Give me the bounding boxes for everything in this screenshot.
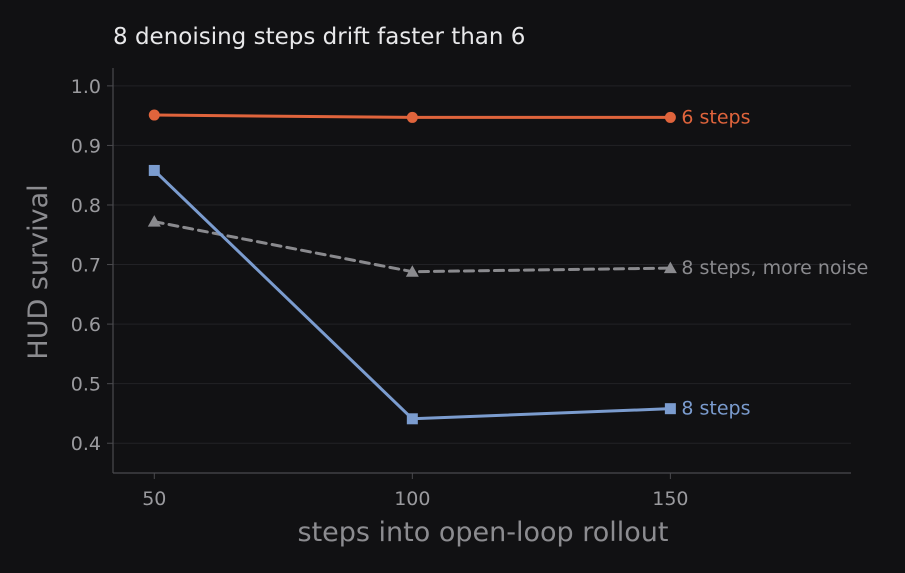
data-point-triangle bbox=[405, 265, 419, 277]
y-tick-label: 0.6 bbox=[71, 314, 101, 336]
data-point-circle bbox=[148, 109, 160, 121]
series-end-label: 8 steps bbox=[681, 398, 750, 420]
y-tick-label: 0.5 bbox=[71, 374, 101, 396]
chart-title: 8 denoising steps drift faster than 6 bbox=[113, 24, 525, 50]
series-end-label: 8 steps, more noise bbox=[681, 257, 868, 279]
axes bbox=[107, 68, 851, 479]
x-tick-label: 100 bbox=[394, 488, 430, 510]
tick-labels: 0.4 0.5 0.6 0.7 0.8 0.9 1.0 50 100 150 bbox=[71, 76, 689, 510]
data-point-triangle bbox=[147, 215, 161, 227]
y-tick-label: 0.4 bbox=[71, 433, 101, 455]
series-group: 6 steps 8 steps, more noise 8 steps bbox=[147, 106, 868, 425]
series-8-steps: 8 steps bbox=[148, 164, 751, 425]
y-tick-label: 1.0 bbox=[71, 76, 101, 98]
series-6-steps: 6 steps bbox=[148, 106, 751, 128]
x-tick-label: 150 bbox=[652, 488, 688, 510]
grid-lines bbox=[113, 85, 851, 444]
x-tick-label: 50 bbox=[142, 488, 166, 510]
data-point-square bbox=[406, 413, 418, 425]
data-point-square bbox=[664, 403, 676, 415]
data-point-square bbox=[148, 164, 160, 176]
y-axis-label: HUD survival bbox=[23, 184, 54, 359]
y-tick-label: 0.7 bbox=[71, 255, 101, 277]
series-end-label: 6 steps bbox=[681, 106, 750, 128]
y-tick-label: 0.9 bbox=[71, 135, 101, 157]
series-8-steps-more-noise: 8 steps, more noise bbox=[147, 215, 868, 279]
data-point-circle bbox=[406, 111, 418, 123]
x-axis-label: steps into open-loop rollout bbox=[298, 517, 669, 548]
data-point-triangle bbox=[663, 261, 677, 274]
data-point-circle bbox=[664, 111, 676, 123]
y-tick-label: 0.8 bbox=[71, 195, 101, 217]
